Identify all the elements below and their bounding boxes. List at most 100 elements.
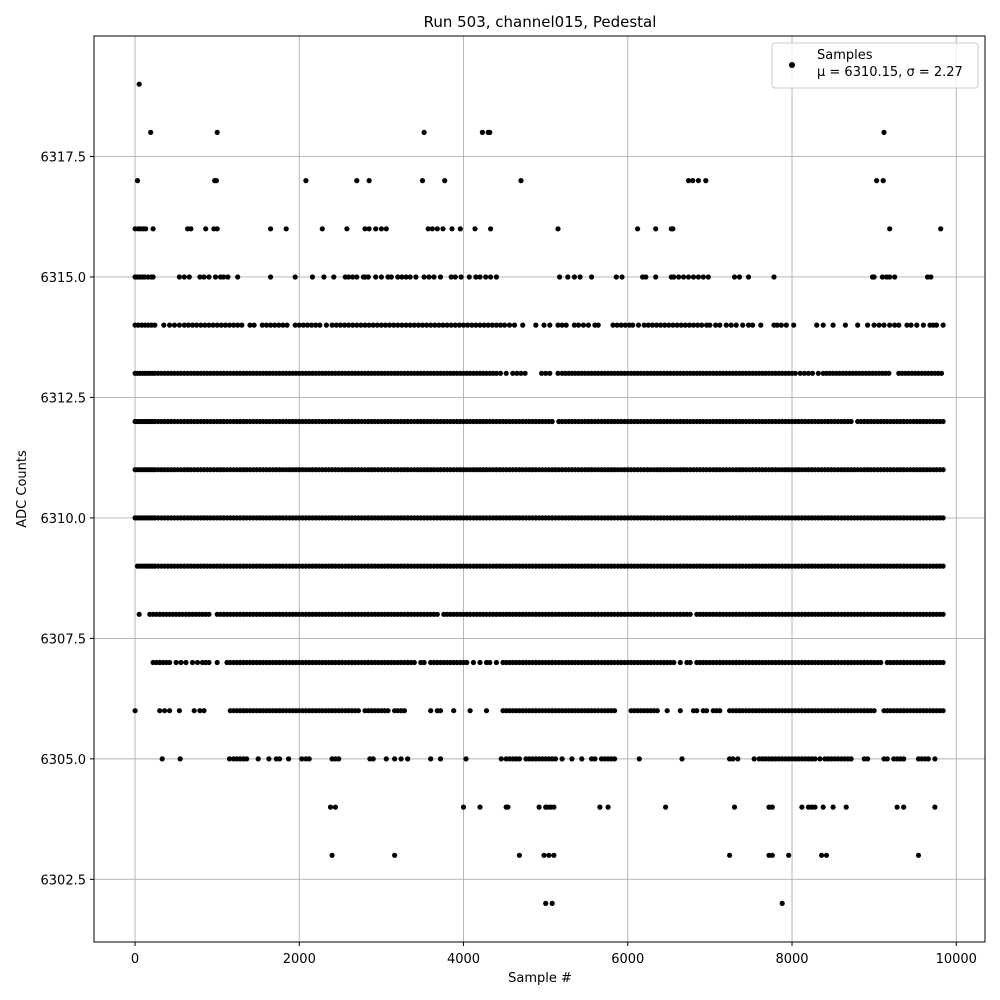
data-point xyxy=(769,804,775,810)
data-point xyxy=(705,274,711,280)
data-point xyxy=(411,322,417,328)
data-point xyxy=(879,274,886,280)
data-point xyxy=(449,226,455,232)
data-point xyxy=(210,322,216,328)
legend-marker xyxy=(789,62,795,68)
data-point xyxy=(452,322,458,328)
data-point xyxy=(541,322,547,328)
data-point xyxy=(662,322,668,328)
data-point xyxy=(736,274,743,280)
data-point xyxy=(201,708,207,714)
data-point xyxy=(391,322,397,328)
data-point xyxy=(820,804,826,810)
data-point xyxy=(303,178,309,184)
data-point xyxy=(487,659,493,666)
data-point xyxy=(283,226,289,232)
data-point xyxy=(374,322,380,328)
data-point xyxy=(539,370,545,376)
data-point xyxy=(268,322,274,328)
data-point xyxy=(809,370,816,376)
data-point xyxy=(801,370,807,376)
legend: Samples μ = 6310.15, σ = 2.27 xyxy=(771,42,979,89)
data-point xyxy=(284,322,290,328)
data-point xyxy=(206,659,212,666)
data-point xyxy=(206,274,212,280)
data-point xyxy=(932,756,938,762)
data-point xyxy=(547,370,553,376)
data-point xyxy=(222,322,228,328)
data-point xyxy=(346,322,352,328)
data-point xyxy=(717,322,723,328)
data-point xyxy=(915,852,922,858)
data-point xyxy=(473,322,479,328)
data-point xyxy=(426,274,432,280)
data-point xyxy=(392,756,398,762)
data-point xyxy=(395,274,401,280)
data-point xyxy=(181,274,187,280)
data-point xyxy=(382,322,389,328)
data-point xyxy=(663,804,669,810)
data-point xyxy=(671,659,677,666)
y-tick-label: 6307.5 xyxy=(41,632,87,647)
data-point xyxy=(925,756,931,762)
data-point xyxy=(685,274,692,280)
data-point xyxy=(502,322,508,328)
data-point xyxy=(440,226,446,232)
data-point xyxy=(703,178,709,184)
data-point xyxy=(428,322,434,328)
data-point xyxy=(424,322,430,328)
data-point xyxy=(940,563,946,569)
data-point xyxy=(704,708,710,714)
data-point xyxy=(157,708,163,714)
data-point xyxy=(884,756,890,762)
data-point xyxy=(914,322,920,328)
data-point xyxy=(731,274,738,280)
data-point xyxy=(497,322,504,328)
data-point xyxy=(329,322,335,328)
data-point xyxy=(557,274,563,280)
data-point xyxy=(309,322,315,328)
data-point xyxy=(477,274,483,280)
data-point xyxy=(189,322,196,328)
data-point xyxy=(366,226,372,232)
data-point xyxy=(177,756,183,762)
data-point xyxy=(346,274,352,280)
y-tick-label: 6315.0 xyxy=(41,271,87,286)
data-point xyxy=(563,322,569,328)
data-point xyxy=(555,226,561,232)
data-point xyxy=(543,370,549,376)
data-point xyxy=(730,756,736,762)
data-point xyxy=(411,659,417,666)
data-point xyxy=(894,804,900,810)
data-point xyxy=(452,274,458,280)
data-point xyxy=(887,274,893,280)
data-point xyxy=(645,322,651,328)
data-point xyxy=(493,370,499,376)
data-point xyxy=(366,178,372,184)
data-point xyxy=(694,708,700,714)
data-point xyxy=(547,322,553,328)
data-point xyxy=(167,322,173,328)
data-point xyxy=(682,322,688,328)
data-point xyxy=(506,322,513,328)
data-point xyxy=(272,322,278,328)
x-tick-label: 0 xyxy=(131,952,139,967)
data-point xyxy=(892,322,898,328)
data-point xyxy=(666,322,672,328)
data-point xyxy=(365,274,371,280)
data-point xyxy=(431,274,437,280)
data-point xyxy=(731,804,738,810)
data-point xyxy=(805,370,812,376)
data-point xyxy=(575,322,582,328)
data-point xyxy=(779,900,785,907)
data-point xyxy=(815,370,821,376)
data-point xyxy=(221,274,227,280)
data-point xyxy=(259,322,265,328)
data-point xyxy=(327,804,334,810)
data-point xyxy=(653,274,659,280)
data-point xyxy=(928,274,934,280)
data-point xyxy=(880,178,886,184)
data-point xyxy=(266,756,272,762)
data-point xyxy=(292,274,298,280)
data-point xyxy=(355,708,361,714)
